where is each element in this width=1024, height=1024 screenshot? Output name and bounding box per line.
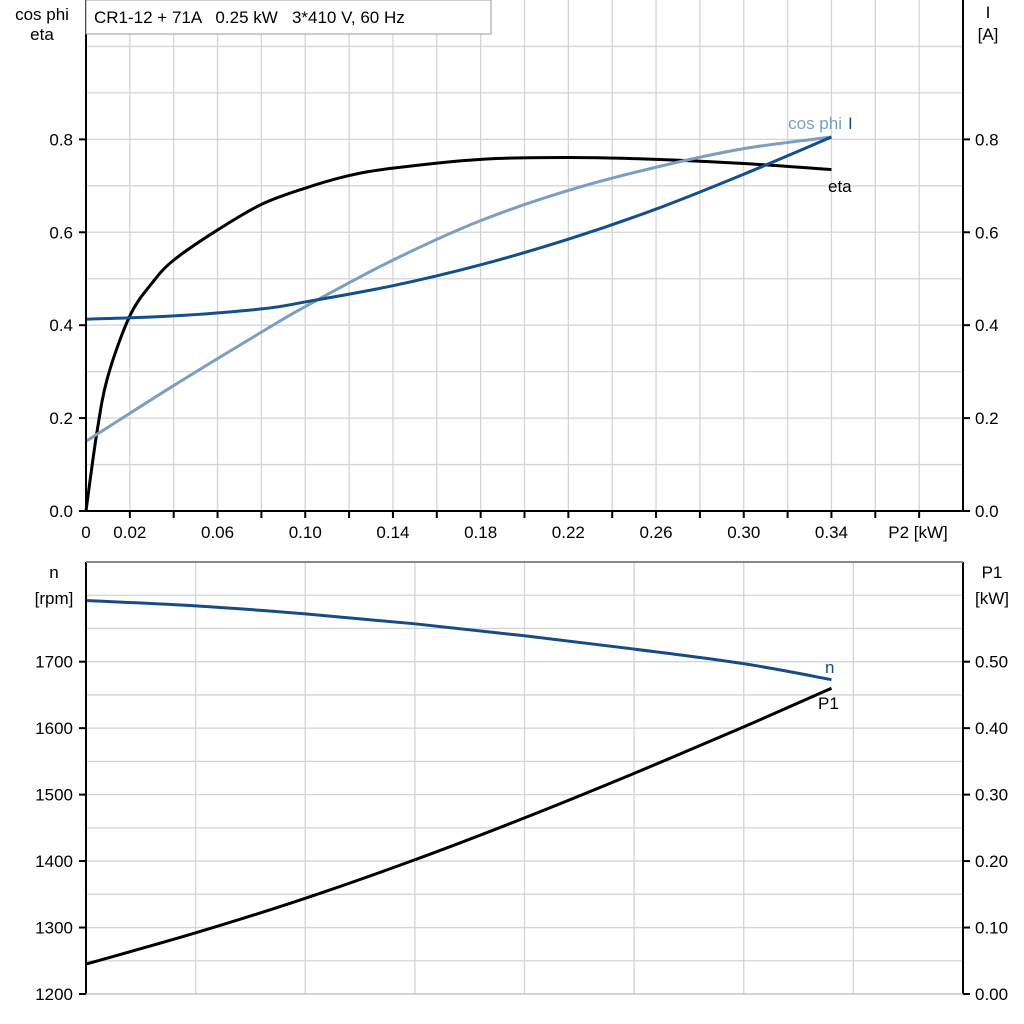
tick-labels: 0 0.02 0.06 0.10 0.14 0.18 0.22 0.26 0.30 0.34 0.0…: [35, 130, 1008, 1004]
y-tick-label-right: 0.00: [975, 985, 1008, 1004]
x-tick-label: 0.30: [727, 523, 760, 542]
curve-n: [85, 599, 832, 682]
x-tick-label: 0.18: [464, 523, 497, 542]
series-label-i: I: [848, 114, 853, 133]
y-tick-label-left: 0.2: [49, 409, 73, 428]
chart-title: CR1-12 + 71A 0.25 kW 3*410 V, 60 Hz: [94, 8, 405, 27]
bottom-grid: [86, 562, 963, 994]
curve-cos-phi: [85, 135, 832, 443]
y-tick-label-left: 1200: [35, 985, 73, 1004]
x-tick-label: 0.02: [113, 523, 146, 542]
y-tick-label-right: 0.0: [975, 502, 999, 521]
curves: [84, 135, 833, 966]
top-left-ylabel-1: cos phi: [15, 5, 69, 24]
y-tick-label-left: 1400: [35, 852, 73, 871]
bottom-right-ylabel-2: [kW]: [975, 589, 1009, 608]
y-tick-label-right: 0.20: [975, 852, 1008, 871]
y-tick-label-right: 0.40: [975, 719, 1008, 738]
curve-eta: [84, 155, 832, 512]
y-tick-label-right: 0.4: [975, 316, 999, 335]
axes: [79, 0, 970, 995]
curve-p1: [85, 686, 833, 966]
series-label-n: n: [825, 658, 834, 677]
y-tick-label-left: 1700: [35, 653, 73, 672]
y-tick-label-right: 0.2: [975, 409, 999, 428]
x-tick-label: 0.26: [640, 523, 673, 542]
y-tick-label-left: 1500: [35, 786, 73, 805]
top-grid: [86, 0, 963, 511]
y-tick-label-left: 0.6: [49, 223, 73, 242]
x-tick-label: 0: [81, 523, 90, 542]
bottom-left-ylabel-2: [rpm]: [35, 589, 74, 608]
series-label-eta: eta: [828, 177, 852, 196]
y-tick-label-left: 1300: [35, 919, 73, 938]
y-tick-label-right: 0.30: [975, 786, 1008, 805]
x-tick-label: 0.14: [376, 523, 409, 542]
title-box: [85, 0, 492, 35]
y-tick-label-left: 1600: [35, 719, 73, 738]
y-tick-label-left: 0.0: [49, 502, 73, 521]
y-tick-label-left: 0.8: [49, 130, 73, 149]
x-tick-label: 0.22: [552, 523, 585, 542]
x-axis-label: P2 [kW]: [888, 523, 948, 542]
series-label-cos-phi: cos phi: [788, 114, 842, 133]
bottom-right-ylabel-1: P1: [982, 563, 1003, 582]
series-label-p1: P1: [818, 694, 839, 713]
x-tick-label: 0.10: [289, 523, 322, 542]
y-tick-label-right: 0.50: [975, 653, 1008, 672]
x-tick-label: 0.34: [815, 523, 848, 542]
top-right-ylabel-1: I: [986, 3, 991, 22]
y-tick-label-right: 0.8: [975, 130, 999, 149]
y-tick-label-right: 0.10: [975, 919, 1008, 938]
y-tick-label-right: 0.6: [975, 223, 999, 242]
curve-i: [85, 135, 833, 321]
top-right-ylabel-2: [A]: [978, 25, 999, 44]
y-tick-label-left: 0.4: [49, 316, 73, 335]
x-tick-label: 0.06: [201, 523, 234, 542]
top-left-ylabel-2: eta: [30, 25, 54, 44]
bottom-left-ylabel-1: n: [49, 563, 58, 582]
